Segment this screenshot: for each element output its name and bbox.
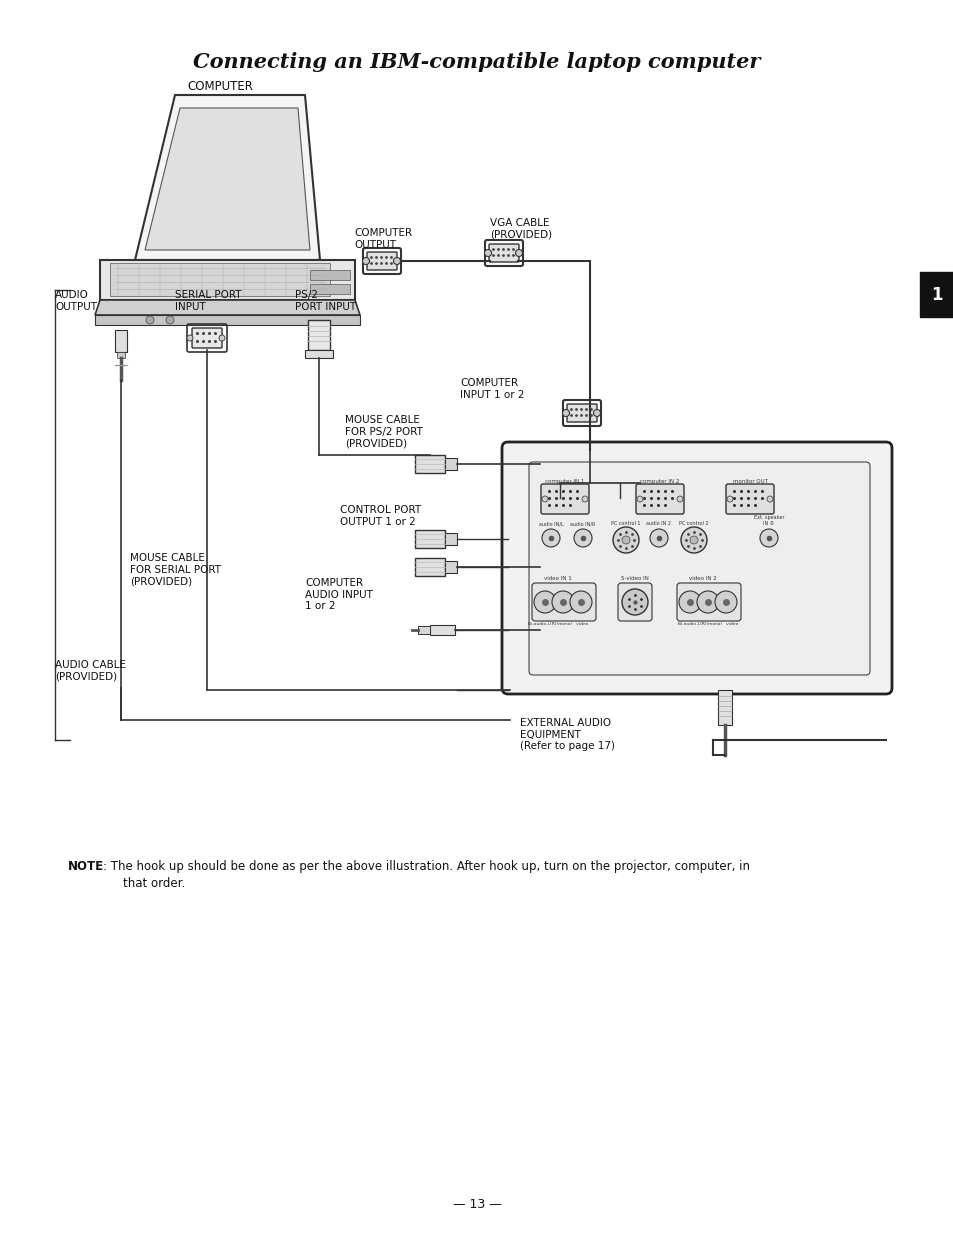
Text: 1: 1 [930, 287, 942, 304]
Text: AUDIO
OUTPUT: AUDIO OUTPUT [55, 290, 97, 311]
Text: S-video IN: S-video IN [620, 576, 648, 580]
Circle shape [569, 592, 592, 613]
Bar [415, 454, 444, 473]
FancyBboxPatch shape [501, 442, 891, 694]
Bar [308, 320, 330, 350]
Text: — 13 —: — 13 — [452, 1198, 501, 1212]
Circle shape [680, 527, 706, 553]
Polygon shape [100, 261, 355, 300]
Circle shape [187, 335, 193, 341]
Text: computer IN 1: computer IN 1 [545, 479, 584, 484]
Text: PC control 1: PC control 1 [611, 521, 640, 526]
Text: VGA CABLE
(PROVIDED): VGA CABLE (PROVIDED) [490, 219, 552, 240]
Circle shape [534, 592, 556, 613]
Circle shape [621, 536, 629, 543]
Text: audio IN/R: audio IN/R [570, 521, 595, 526]
Circle shape [621, 589, 647, 615]
Text: COMPUTER
INPUT 1 or 2: COMPUTER INPUT 1 or 2 [459, 378, 524, 400]
Circle shape [689, 536, 698, 543]
Bar [415, 530, 444, 548]
Text: COMPUTER: COMPUTER [187, 80, 253, 93]
Bar [310, 284, 350, 294]
Text: MOUSE CABLE
FOR PS/2 PORT
(PROVIDED): MOUSE CABLE FOR PS/2 PORT (PROVIDED) [345, 415, 422, 448]
Text: video IN 2: video IN 2 [688, 576, 716, 580]
Text: PS/2
PORT INPUT: PS/2 PORT INPUT [294, 290, 355, 311]
Bar [444, 534, 456, 545]
Text: monitor OUT: monitor OUT [732, 479, 766, 484]
Circle shape [679, 592, 700, 613]
Circle shape [574, 529, 592, 547]
Circle shape [219, 335, 225, 341]
Text: AUDIO CABLE
(PROVIDED): AUDIO CABLE (PROVIDED) [55, 659, 126, 682]
Bar [444, 458, 456, 471]
Text: Ext. speaker
IN ①: Ext. speaker IN ① [753, 515, 783, 526]
Text: COMPUTER
AUDIO INPUT
1 or 2: COMPUTER AUDIO INPUT 1 or 2 [305, 578, 373, 611]
Text: Connecting an IBM-compatible laptop computer: Connecting an IBM-compatible laptop comp… [193, 52, 760, 72]
FancyBboxPatch shape [529, 462, 869, 676]
Circle shape [166, 316, 173, 324]
Text: video IN 1: video IN 1 [543, 576, 571, 580]
Text: CONTROL PORT
OUTPUT 1 or 2: CONTROL PORT OUTPUT 1 or 2 [339, 505, 420, 526]
FancyBboxPatch shape [532, 583, 596, 621]
Circle shape [393, 258, 400, 264]
Circle shape [515, 249, 522, 257]
Circle shape [726, 496, 732, 501]
Bar [444, 561, 456, 573]
Circle shape [677, 496, 682, 501]
Circle shape [714, 592, 737, 613]
Bar [305, 350, 333, 358]
Text: that order.: that order. [123, 877, 185, 890]
Bar [430, 625, 455, 635]
Circle shape [613, 527, 639, 553]
FancyBboxPatch shape [618, 583, 651, 621]
Bar [415, 558, 444, 576]
Circle shape [649, 529, 667, 547]
FancyBboxPatch shape [566, 404, 597, 422]
Text: : The hook up should be done as per the above illustration. After hook up, turn : : The hook up should be done as per the … [103, 860, 749, 873]
FancyBboxPatch shape [489, 245, 518, 262]
FancyBboxPatch shape [636, 484, 683, 514]
Text: EXTERNAL AUDIO
EQUIPMENT
(Refer to page 17): EXTERNAL AUDIO EQUIPMENT (Refer to page … [519, 718, 615, 751]
Bar [919, 272, 953, 317]
Text: computer IN 2: computer IN 2 [639, 479, 679, 484]
Bar [310, 270, 350, 280]
Circle shape [362, 258, 369, 264]
Polygon shape [145, 107, 310, 249]
Circle shape [581, 496, 587, 501]
Bar [417, 626, 430, 634]
Circle shape [766, 496, 772, 501]
Circle shape [146, 316, 153, 324]
Polygon shape [135, 95, 319, 261]
FancyBboxPatch shape [367, 252, 396, 270]
Circle shape [593, 410, 599, 416]
FancyBboxPatch shape [192, 329, 222, 348]
Polygon shape [110, 263, 330, 296]
Text: NOTE: NOTE [68, 860, 104, 873]
Circle shape [637, 496, 642, 501]
Polygon shape [95, 300, 359, 315]
Bar [117, 352, 125, 358]
FancyBboxPatch shape [725, 484, 773, 514]
Circle shape [760, 529, 778, 547]
Text: SERIAL PORT
INPUT: SERIAL PORT INPUT [174, 290, 241, 311]
Text: Bi-audio-L(R)(mono)   video: Bi-audio-L(R)(mono) video [678, 622, 738, 626]
Bar [115, 330, 127, 352]
Circle shape [541, 496, 547, 501]
Text: MOUSE CABLE
FOR SERIAL PORT
(PROVIDED): MOUSE CABLE FOR SERIAL PORT (PROVIDED) [130, 553, 221, 587]
FancyBboxPatch shape [677, 583, 740, 621]
Text: Bi-audio-L(R)(mono)   video: Bi-audio-L(R)(mono) video [527, 622, 587, 626]
Polygon shape [95, 315, 359, 325]
Text: PC control 2: PC control 2 [679, 521, 708, 526]
Circle shape [562, 410, 569, 416]
Circle shape [484, 249, 491, 257]
FancyBboxPatch shape [540, 484, 588, 514]
Text: audio IN/L: audio IN/L [538, 521, 563, 526]
Text: audio IN 2: audio IN 2 [646, 521, 671, 526]
Bar [718, 690, 731, 725]
Circle shape [541, 529, 559, 547]
Circle shape [552, 592, 574, 613]
Text: COMPUTER
OUTPUT: COMPUTER OUTPUT [354, 228, 412, 249]
Circle shape [697, 592, 719, 613]
